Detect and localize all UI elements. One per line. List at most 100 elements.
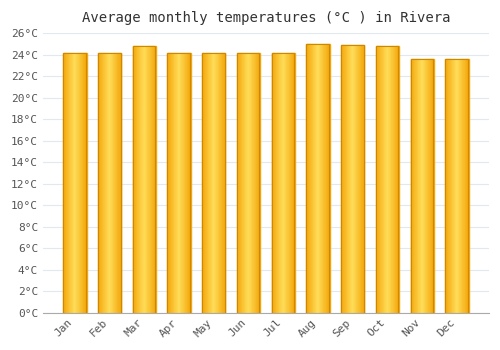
Bar (139, 46, 140, 313)
Bar (285, 52, 286, 313)
Bar (214, 52, 216, 313)
Bar (153, 46, 154, 313)
Bar (173, 52, 174, 313)
Bar (329, 44, 330, 313)
Bar (446, 59, 468, 313)
Bar (217, 52, 218, 313)
Bar (223, 52, 224, 313)
Bar (287, 52, 288, 313)
Bar (202, 52, 224, 313)
Bar (322, 44, 324, 313)
Bar (120, 52, 122, 313)
Bar (101, 52, 102, 313)
Bar (65, 52, 66, 313)
Bar (465, 59, 466, 313)
Bar (100, 52, 101, 313)
Bar (119, 52, 120, 313)
Bar (345, 45, 346, 313)
Bar (170, 52, 172, 313)
Bar (256, 52, 257, 313)
Bar (450, 59, 452, 313)
Bar (350, 45, 351, 313)
Bar (179, 52, 180, 313)
Bar (237, 52, 260, 313)
Bar (291, 52, 292, 313)
Bar (106, 52, 108, 313)
Bar (410, 59, 433, 313)
Bar (320, 44, 321, 313)
Bar (248, 52, 250, 313)
Bar (428, 59, 429, 313)
Bar (180, 52, 182, 313)
Bar (311, 44, 312, 313)
Bar (422, 59, 423, 313)
Bar (240, 52, 241, 313)
Bar (241, 52, 242, 313)
Bar (328, 44, 329, 313)
Bar (247, 52, 248, 313)
Bar (418, 59, 419, 313)
Bar (466, 59, 467, 313)
Bar (319, 44, 320, 313)
Bar (307, 44, 308, 313)
Bar (432, 59, 433, 313)
Bar (136, 46, 138, 313)
Bar (447, 59, 448, 313)
Bar (138, 46, 139, 313)
Bar (410, 59, 433, 313)
Bar (454, 59, 456, 313)
Bar (272, 52, 294, 313)
Bar (272, 52, 273, 313)
Bar (190, 52, 191, 313)
Bar (383, 46, 384, 313)
Bar (426, 59, 427, 313)
Bar (250, 52, 251, 313)
Bar (384, 46, 385, 313)
Bar (382, 46, 383, 313)
Bar (376, 46, 398, 313)
Bar (413, 59, 414, 313)
Bar (420, 59, 422, 313)
Bar (344, 45, 345, 313)
Bar (462, 59, 463, 313)
Bar (292, 52, 294, 313)
Bar (202, 52, 224, 313)
Bar (243, 52, 244, 313)
Bar (456, 59, 457, 313)
Bar (81, 52, 82, 313)
Bar (326, 44, 328, 313)
Bar (306, 44, 329, 313)
Bar (99, 52, 100, 313)
Bar (118, 52, 119, 313)
Bar (458, 59, 460, 313)
Bar (286, 52, 287, 313)
Bar (354, 45, 355, 313)
Bar (144, 46, 145, 313)
Bar (431, 59, 432, 313)
Bar (149, 46, 150, 313)
Bar (98, 52, 120, 313)
Bar (105, 52, 106, 313)
Bar (98, 52, 120, 313)
Bar (168, 52, 190, 313)
Bar (389, 46, 390, 313)
Bar (449, 59, 450, 313)
Bar (379, 46, 380, 313)
Bar (356, 45, 358, 313)
Bar (238, 52, 239, 313)
Bar (174, 52, 175, 313)
Bar (178, 52, 179, 313)
Bar (109, 52, 110, 313)
Bar (257, 52, 258, 313)
Bar (397, 46, 398, 313)
Bar (423, 59, 424, 313)
Bar (64, 52, 65, 313)
Bar (394, 46, 396, 313)
Bar (341, 45, 342, 313)
Bar (242, 52, 243, 313)
Bar (284, 52, 285, 313)
Bar (392, 46, 393, 313)
Bar (110, 52, 111, 313)
Bar (222, 52, 223, 313)
Bar (416, 59, 417, 313)
